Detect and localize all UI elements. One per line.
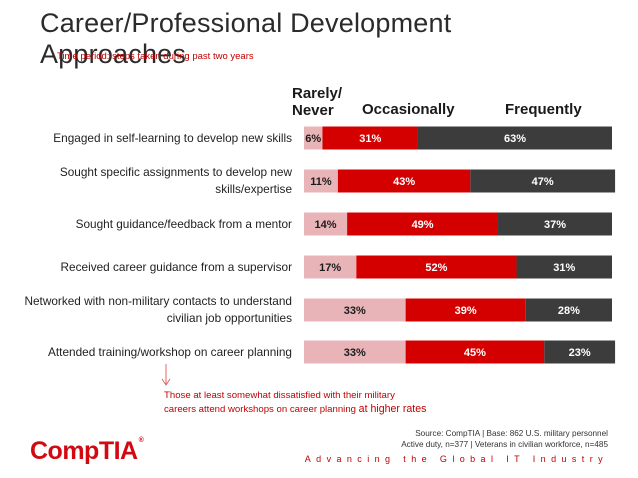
category-label-line: Sought guidance/feedback from a mentor [75,216,292,231]
chart-subtitle: Time period: steps taken during past two… [57,51,254,62]
data-label: 52% [425,262,447,274]
data-label: 63% [504,133,526,145]
source-note: Source: CompTIA | Base: 862 U.S. militar… [401,428,608,450]
category-label-line: Sought specific assignments to develop n… [59,165,292,179]
data-label: 33% [344,305,366,317]
data-label: 28% [558,305,580,317]
footnote-line2: careers attend workshops on career plann… [164,403,426,417]
footnote-emphasis: at higher rates [358,402,427,415]
bar-segment [304,126,323,150]
legend-occasionally: Occasionally [362,101,455,118]
data-label: 45% [464,347,486,359]
category-label-line: Networked with non-military contacts to … [24,294,292,308]
down-arrow-icon [161,364,171,386]
bar-segment [322,126,418,150]
logo-text: CompTIA [30,437,138,465]
data-label: 31% [359,133,381,145]
trademark-symbol: ® [138,437,144,444]
bar-segment [417,126,612,150]
data-label: 17% [319,262,341,274]
data-label: 11% [310,176,332,188]
footnote-line1: Those at least somewhat dissatisfied wit… [164,390,395,401]
category-label: Attended training/workshop on career pla… [48,344,292,361]
legend-rarely-never: Rarely/ Never [292,85,343,119]
bar-segment [356,255,517,279]
footnote-line2-text: careers attend workshops on career plann… [164,403,356,415]
source-line1: Source: CompTIA | Base: 862 U.S. militar… [415,429,608,438]
category-label-line: skills/expertise [215,182,292,196]
data-label: 33% [344,347,366,359]
category-label-line: Attended training/workshop on career pla… [48,344,292,359]
legend-rarely-never-line2: Never [292,102,334,119]
bar-segment [516,255,612,279]
data-label: 31% [553,262,575,274]
bar-segment [304,340,406,364]
legend-rarely-never-line1: Rarely/ [292,85,343,102]
category-label: Engaged in self-learning to develop new … [53,130,292,147]
bar-segment [544,340,616,364]
bar-segment [525,298,612,322]
bar-segment [498,212,612,236]
bar-segment [304,169,338,193]
data-label: 43% [393,176,415,188]
data-label: 23% [569,347,591,359]
bar-segment [304,298,406,322]
data-label: 37% [544,219,566,231]
category-label: Networked with non-military contacts to … [24,293,292,327]
bar-segment [347,212,499,236]
legend-frequently: Frequently [505,101,582,118]
category-label-line: Engaged in self-learning to develop new … [53,130,292,145]
footnote: Those at least somewhat dissatisfied wit… [164,390,426,416]
data-label: 49% [412,219,434,231]
bar-segment [337,169,471,193]
tagline: Advancing the Global IT Industry [304,454,608,464]
category-label-line: civilian job opportunities [166,311,292,325]
data-label: 39% [455,305,477,317]
bar-segment [405,298,526,322]
bar-segment [470,169,616,193]
category-label: Sought specific assignments to develop n… [60,164,292,198]
bar-segment [304,255,357,279]
bar-segment [304,212,348,236]
data-label: 6% [305,133,321,145]
category-label-line: Received career guidance from a supervis… [60,259,292,274]
bar-segment [405,340,545,364]
page-title: Career/Professional Development Approach… [40,8,452,69]
data-label: 14% [315,219,337,231]
data-label: 47% [532,176,554,188]
source-line2: Active duty, n=377 | Veterans in civilia… [401,440,608,449]
comptia-logo: CompTIA® [30,437,144,466]
category-label: Sought guidance/feedback from a mentor [76,216,292,233]
category-label: Received career guidance from a supervis… [61,259,292,276]
